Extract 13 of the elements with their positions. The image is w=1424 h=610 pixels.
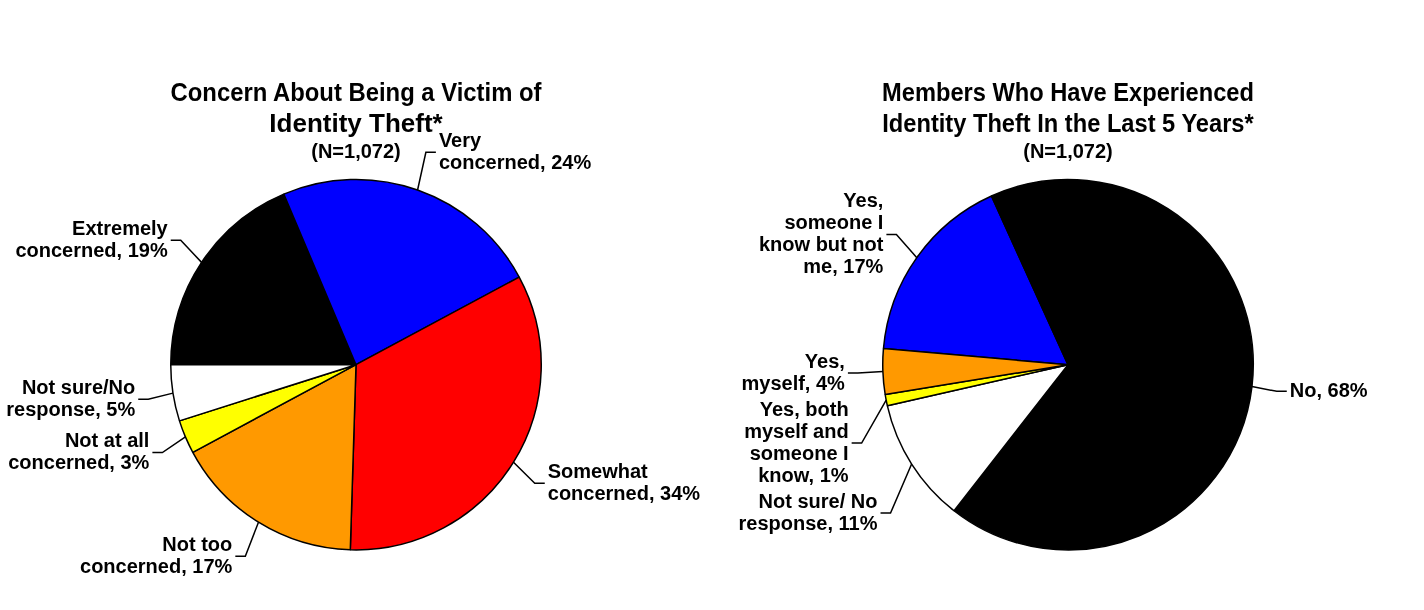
- slice-label: Not sure/ No response, 11%: [738, 489, 878, 534]
- chart-subtitle: (N=1,072): [1023, 139, 1113, 162]
- slice-label: Extremely concerned, 19%: [15, 216, 169, 261]
- chart-subtitle: (N=1,072): [311, 139, 401, 162]
- slice-label: No, 68%: [1289, 378, 1368, 401]
- slice-label: Yes, myself, 4%: [741, 349, 846, 394]
- slice-label: Yes, both myself and someone I know, 1%: [744, 397, 849, 486]
- slice-label: Not at all concerned, 3%: [8, 429, 150, 474]
- slice-label: Not sure/No response, 5%: [6, 375, 136, 420]
- slice-label: Yes, someone I know but not me, 17%: [758, 189, 884, 278]
- slice-label: Somewhat concerned, 34%: [547, 459, 701, 504]
- slice-label: Not too concerned, 17%: [80, 532, 233, 577]
- chart-title: Members Who Have Experienced Identity Theft In the Last 5 Years*: [882, 77, 1255, 138]
